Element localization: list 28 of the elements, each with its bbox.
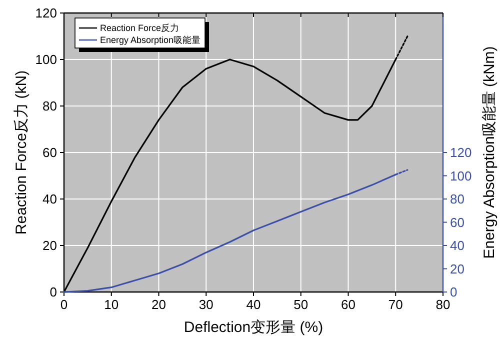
y-tick-label: 100 [35,52,57,67]
x-tick-label: 70 [388,297,403,312]
y2-tick-label: 0 [450,284,458,300]
y-tick-label: 40 [42,192,57,206]
y2-tick-label: 60 [450,214,464,230]
y2-tick-label: 20 [450,261,464,276]
y2-tick-label: 100 [450,168,472,184]
legend-label: Energy Absorption吸能量 [100,35,201,45]
x-axis-title: Deflection变形量 (%) [184,319,324,336]
y-tick-label: 0 [50,284,57,300]
legend-label: Reaction Force反力 [100,23,180,33]
y-tick-label: 60 [42,145,57,160]
y-axis-title: Reaction Force反力 (kN) [13,70,30,235]
y-tick-label: 80 [42,98,57,114]
x-tick-label: 80 [436,297,450,312]
x-tick-label: 30 [198,297,214,312]
x-tick-label: 60 [341,297,356,312]
x-tick-label: 50 [294,297,308,312]
y2-tick-label: 80 [450,192,464,206]
y2-axis-title: Energy Absorption吸能量 (kNm) [481,46,498,259]
x-tick-label: 20 [152,297,166,312]
y2-tick-label: 40 [450,238,464,253]
y-tick-label: 120 [35,6,57,20]
y2-tick-label: 120 [450,145,472,160]
y-tick-label: 20 [42,238,57,253]
x-tick-label: 40 [246,297,261,312]
x-tick-label: 0 [60,297,68,312]
x-tick-label: 10 [104,297,119,312]
